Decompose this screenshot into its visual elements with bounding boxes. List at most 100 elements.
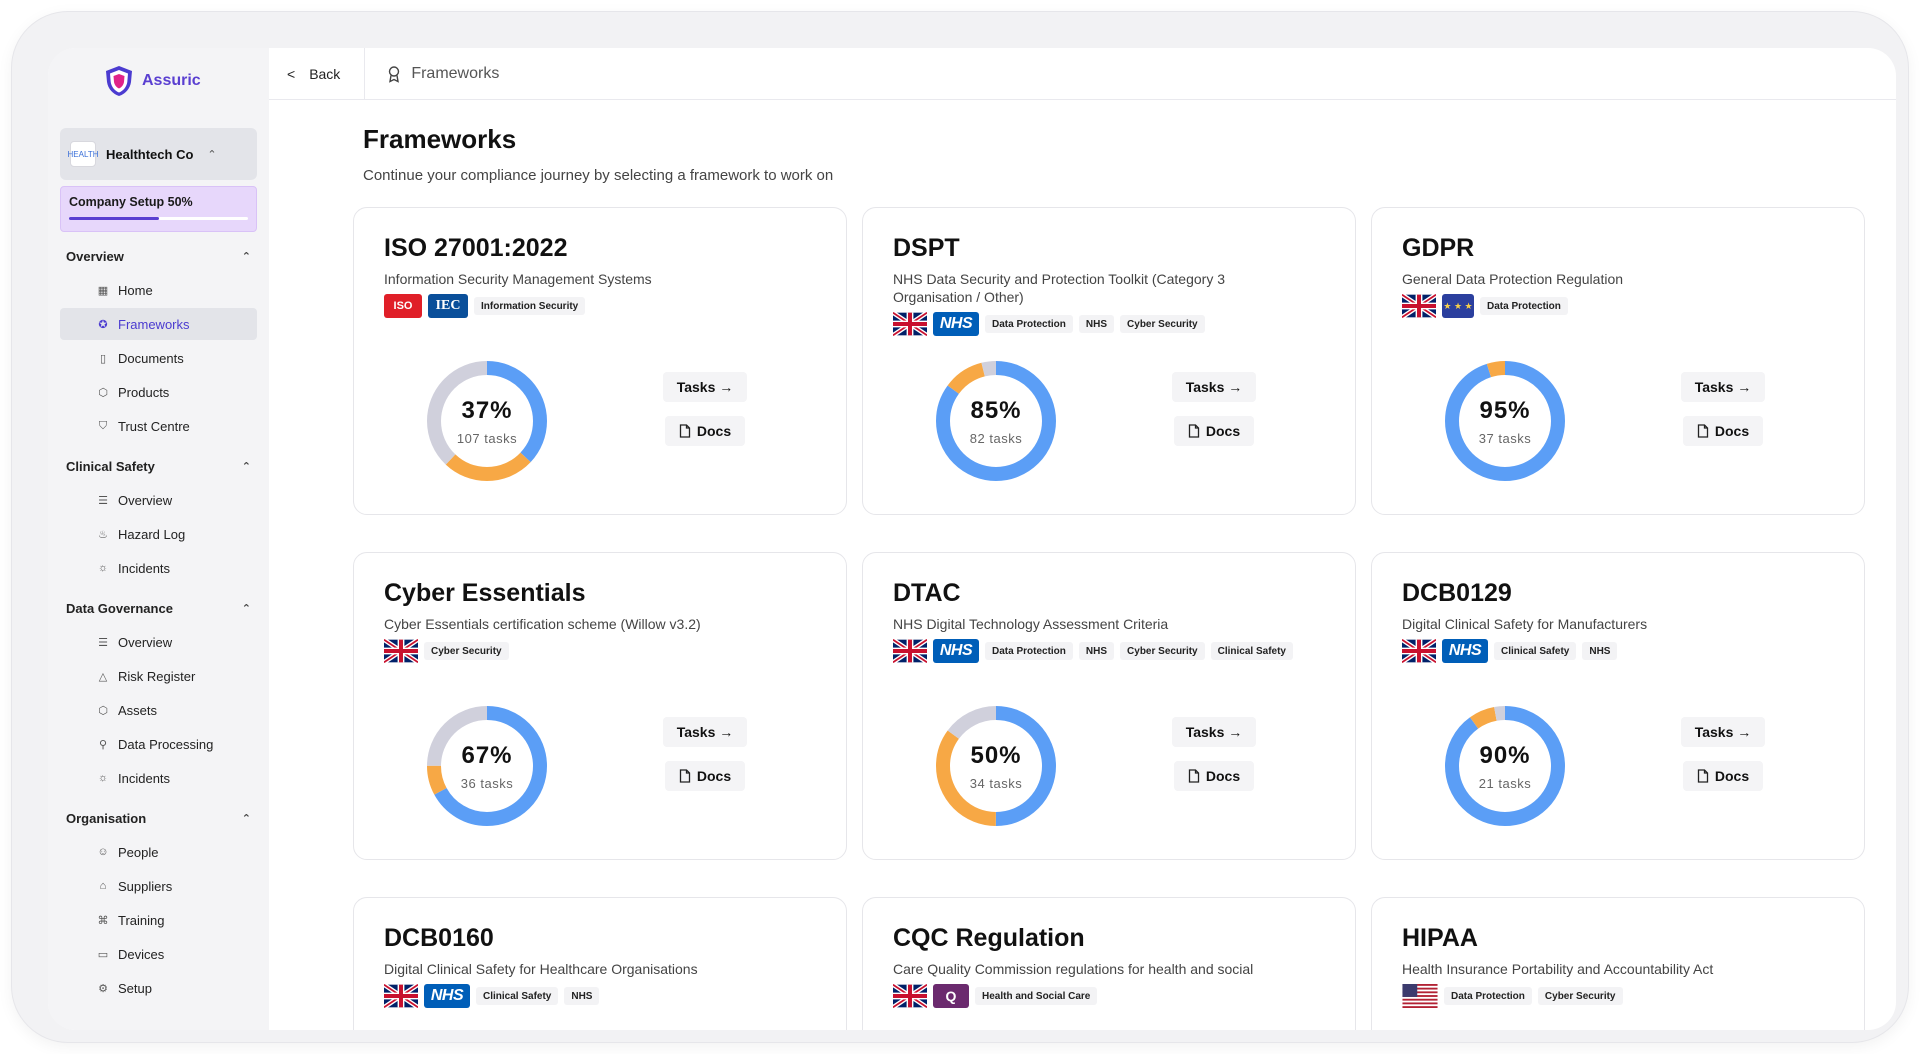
tasks-button[interactable]: Tasks → xyxy=(662,372,748,402)
uk-flag-icon xyxy=(893,639,927,663)
framework-card[interactable]: DCB0129 Digital Clinical Safety for Manuf… xyxy=(1371,552,1865,860)
sidebar-item-assets[interactable]: ⬡ Assets xyxy=(60,694,257,726)
framework-card[interactable]: Cyber Essentials Cyber Essentials certifi… xyxy=(353,552,847,860)
sidebar-item-label: Home xyxy=(118,282,153,298)
sidebar-item-home[interactable]: ▦ Home xyxy=(60,274,257,306)
task-count: 21 tasks xyxy=(1478,775,1532,791)
store-icon: ⌂ xyxy=(99,880,107,892)
brand-logo[interactable]: Assuric xyxy=(60,48,257,114)
task-count: 37 tasks xyxy=(1478,430,1532,446)
nav-section-title: Overview xyxy=(66,248,124,264)
cqc-logo-icon: Q xyxy=(933,984,969,1008)
back-button[interactable]: < Back xyxy=(269,48,366,99)
org-logo-text: HEALTH xyxy=(67,149,99,159)
tasks-button[interactable]: Tasks → xyxy=(1680,372,1766,402)
sidebar-item-hazard-log[interactable]: ♨ Hazard Log xyxy=(60,518,257,550)
docs-button[interactable]: Docs xyxy=(664,761,746,791)
progress-percent: 95% xyxy=(1479,396,1531,424)
tasks-button-label: Tasks → xyxy=(1185,379,1243,395)
nhs-logo-icon: NHS xyxy=(933,639,979,663)
sidebar-item-devices[interactable]: ▭ Devices xyxy=(60,938,257,970)
sidebar-item-documents[interactable]: ▯ Documents xyxy=(60,342,257,374)
framework-card[interactable]: CQC Regulation Care Quality Commission re… xyxy=(862,897,1356,1030)
people-icon: ☺ xyxy=(97,846,109,858)
org-selector[interactable]: HEALTH Healthtech Co ⌃ xyxy=(60,128,257,180)
box-icon: ⬡ xyxy=(98,704,108,717)
nav-section-overview[interactable]: Overview ⌃ xyxy=(60,244,257,268)
sidebar-item-label: Devices xyxy=(118,946,165,962)
main-area: < Back Frameworks Frameworks Continue yo… xyxy=(269,48,1896,1030)
chevron-up-icon: ⌃ xyxy=(241,602,251,615)
tag-chip: Cyber Security xyxy=(1120,642,1205,660)
sidebar-item-frameworks[interactable]: ✪ Frameworks xyxy=(60,308,257,340)
nav-section-title: Clinical Safety xyxy=(66,458,155,474)
framework-description: General Data Protection Regulation xyxy=(1402,271,1624,287)
nav-section-clinical-safety[interactable]: Clinical Safety ⌃ xyxy=(60,454,257,478)
framework-tags: NHS Clinical Safety NHS xyxy=(1402,639,1834,663)
nav-section-organisation[interactable]: Organisation ⌃ xyxy=(60,806,257,830)
iec-logo-icon: IEC xyxy=(428,294,468,318)
framework-card[interactable]: DSPT NHS Data Security and Protection Too… xyxy=(862,207,1356,515)
docs-button[interactable]: Docs xyxy=(1173,761,1255,791)
donut-center: 85% 82 tasks xyxy=(921,346,1071,496)
nav-section-title: Data Governance xyxy=(66,600,173,616)
framework-card[interactable]: GDPR General Data Protection Regulation ★ … xyxy=(1371,207,1865,515)
docs-button[interactable]: Docs xyxy=(1173,416,1255,446)
progress-donut-chart xyxy=(1445,361,1565,481)
framework-card[interactable]: DCB0160 Digital Clinical Safety for Healt… xyxy=(353,897,847,1030)
sidebar-item-training[interactable]: ⌘ Training xyxy=(60,904,257,936)
donut-remaining-segment xyxy=(427,706,547,826)
sidebar-item-people[interactable]: ☺ People xyxy=(60,836,257,868)
framework-title: ISO 27001:2022 xyxy=(384,234,568,262)
framework-title: DCB0129 xyxy=(1402,579,1512,607)
breadcrumb-label: Frameworks xyxy=(411,64,500,82)
tag-chip: Data Protection xyxy=(1480,297,1568,315)
sidebar-item-suppliers[interactable]: ⌂ Suppliers xyxy=(60,870,257,902)
award-icon: ✪ xyxy=(98,318,108,331)
tasks-button[interactable]: Tasks → xyxy=(1680,717,1766,747)
sidebar-item-products[interactable]: ⬡ Products xyxy=(60,376,257,408)
sidebar-item-incidents[interactable]: ☼ Incidents xyxy=(60,552,257,584)
tag-chip: Information Security xyxy=(474,297,586,315)
nav-section-items: ☰ Overview ♨ Hazard Log ☼ Incidents xyxy=(60,484,257,584)
progress-donut: 37% 107 tasks xyxy=(412,346,562,496)
sidebar-item-setup[interactable]: ⚙ Setup xyxy=(60,972,257,1004)
sidebar-item-risk-register[interactable]: △ Risk Register xyxy=(60,660,257,692)
docs-button[interactable]: Docs xyxy=(1682,761,1764,791)
uk-flag-icon xyxy=(893,312,927,336)
card-actions: Tasks → Docs xyxy=(1169,372,1259,446)
sidebar-item-overview[interactable]: ☰ Overview xyxy=(60,626,257,658)
tag-chip: NHS xyxy=(1078,315,1115,333)
sidebar-nav: Overview ⌃ ▦ Home ✪ Frameworks ▯ Documents ⬡ Prod… xyxy=(60,244,257,1004)
company-setup-progress[interactable]: Company Setup 50% xyxy=(60,186,257,232)
sidebar-item-label: Hazard Log xyxy=(118,526,186,542)
framework-card[interactable]: DTAC NHS Digital Technology Assessment Cr… xyxy=(862,552,1356,860)
tasks-button[interactable]: Tasks → xyxy=(662,717,748,747)
tasks-button[interactable]: Tasks → xyxy=(1171,717,1257,747)
framework-tags: ISO IEC Information Security xyxy=(384,294,816,318)
nav-section-data-governance[interactable]: Data Governance ⌃ xyxy=(60,596,257,620)
framework-card[interactable]: HIPAA Health Insurance Portability and Ac… xyxy=(1371,897,1865,1030)
framework-card[interactable]: ISO 27001:2022 Information Security Manag… xyxy=(353,207,847,515)
docs-button[interactable]: Docs xyxy=(1682,416,1764,446)
framework-title: DSPT xyxy=(893,234,960,262)
tag-chip: NHS xyxy=(1582,642,1618,660)
company-setup-label: Company Setup 50% xyxy=(69,195,193,209)
sidebar-item-data-processing[interactable]: ⚲ Data Processing xyxy=(60,728,257,760)
tasks-button[interactable]: Tasks → xyxy=(1171,372,1257,402)
tag-chip: NHS xyxy=(564,987,600,1005)
sidebar-item-incidents[interactable]: ☼ Incidents xyxy=(60,762,257,794)
framework-tags: Data Protection Cyber Security xyxy=(1402,984,1834,1008)
task-count: 107 tasks xyxy=(456,430,518,446)
docs-button[interactable]: Docs xyxy=(664,416,746,446)
setup-progress-fill xyxy=(69,217,159,220)
docs-button-label: Docs xyxy=(1205,768,1241,784)
docs-button-label: Docs xyxy=(696,768,732,784)
topbar: < Back Frameworks xyxy=(269,48,1896,100)
progress-donut: 95% 37 tasks xyxy=(1430,346,1580,496)
donut-remaining-segment xyxy=(427,361,547,481)
sidebar-item-trust-centre[interactable]: ⛉ Trust Centre xyxy=(60,410,257,442)
framework-title: GDPR xyxy=(1402,234,1475,262)
sidebar-item-label: Overview xyxy=(118,492,173,508)
sidebar-item-overview[interactable]: ☰ Overview xyxy=(60,484,257,516)
